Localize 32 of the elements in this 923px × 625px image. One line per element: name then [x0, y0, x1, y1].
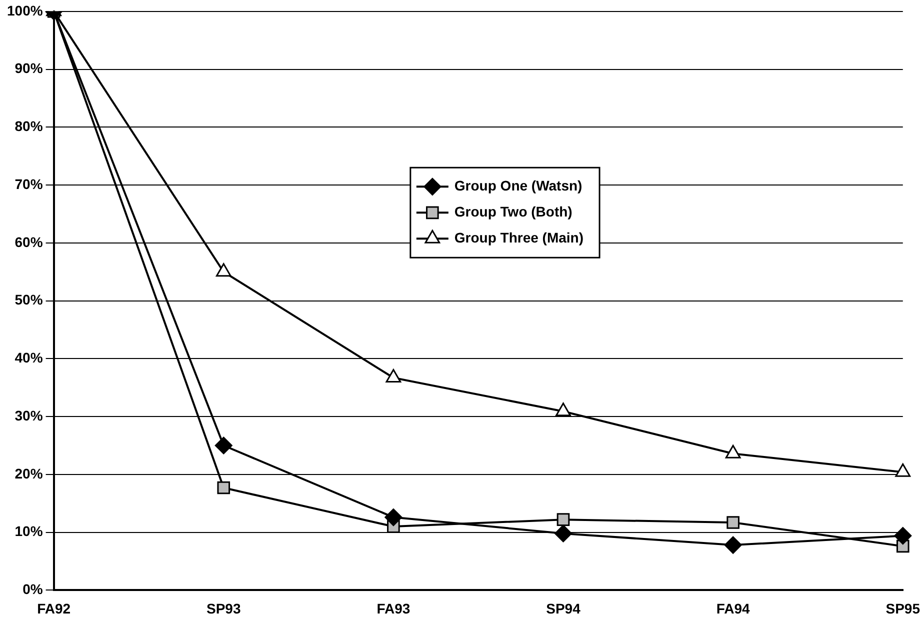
y-tick-label: 20%	[14, 465, 44, 482]
x-tick-label: SP95	[886, 600, 920, 616]
point	[894, 527, 912, 545]
point	[214, 436, 232, 454]
point	[386, 369, 402, 383]
y-tick-label: 100%	[6, 2, 44, 18]
point	[724, 536, 742, 554]
x-tick-label: SP93	[206, 600, 241, 616]
y-tick-label: 10%	[14, 523, 44, 540]
point	[554, 524, 572, 542]
y-tick-label: 0%	[22, 581, 44, 598]
x-tick-label: SP94	[546, 600, 581, 616]
point	[556, 513, 570, 526]
x-tick-label: FA92	[37, 600, 71, 616]
legend-label: Group Three (Main)	[454, 230, 584, 246]
legend-label: Group Two (Both)	[454, 204, 572, 220]
point	[216, 263, 232, 277]
y-tick-label: 80%	[14, 118, 44, 134]
point	[726, 516, 740, 529]
y-tick-label: 70%	[14, 176, 44, 192]
y-tick-label: 30%	[14, 407, 44, 424]
x-tick-label: FA94	[716, 600, 750, 616]
x-tick-label: FA93	[376, 600, 410, 616]
point	[217, 481, 230, 494]
y-tick-label: 40%	[14, 350, 44, 366]
point	[384, 508, 402, 526]
y-tick-label: 50%	[14, 292, 44, 308]
y-tick-label: 90%	[14, 60, 44, 76]
point	[725, 444, 741, 458]
legend-label: Group One (Watsn)	[454, 178, 582, 194]
y-tick-label: 60%	[14, 234, 44, 250]
point	[556, 402, 571, 416]
